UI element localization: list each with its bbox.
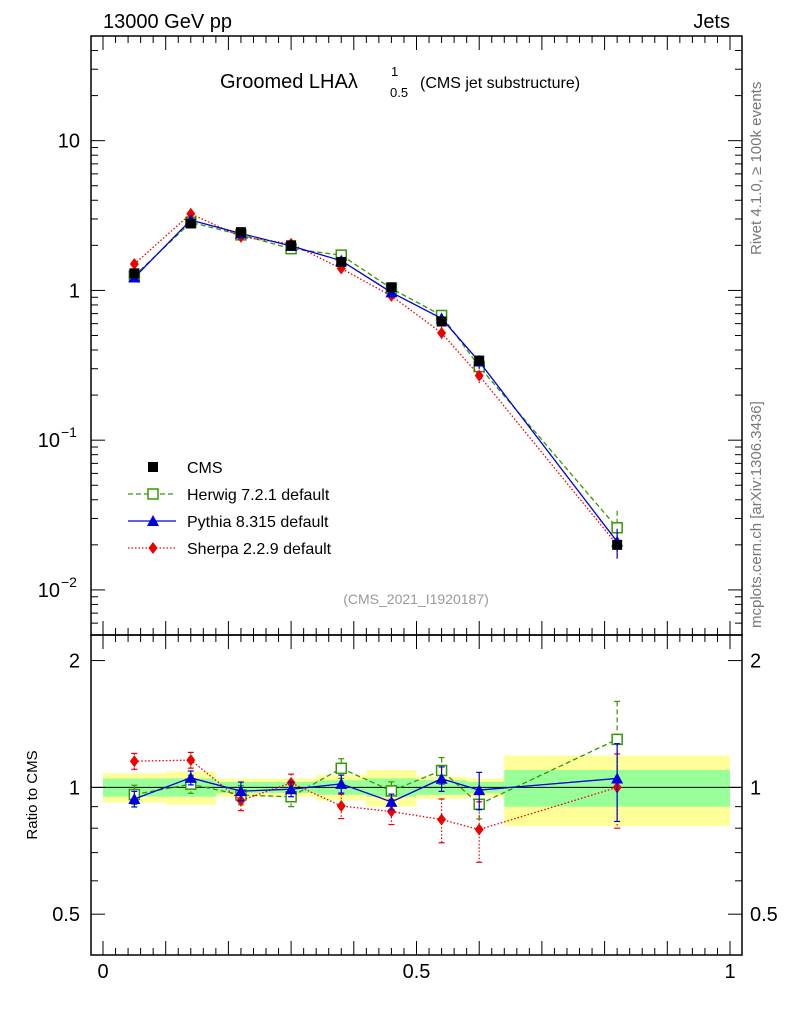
main-y-tick-label: 10 xyxy=(38,430,60,452)
main-y-tick-exponent: −1 xyxy=(61,424,77,440)
legend: CMS Herwig 7.2.1 default Pythia 8.315 defa… xyxy=(128,460,332,558)
ratio-point-herwig xyxy=(611,733,623,746)
main-point-cms xyxy=(386,282,397,293)
title-main: Groomed LHA xyxy=(220,71,348,93)
header-right: Jets xyxy=(693,11,730,33)
legend-marker-pythia xyxy=(147,515,159,526)
title-sup: 1 xyxy=(391,64,398,79)
ratio-y-tick-label-left: 1 xyxy=(69,777,80,799)
ratio-point-sherpa xyxy=(386,805,396,818)
x-tick-label: 1 xyxy=(724,961,735,983)
ratio-point-sherpa xyxy=(186,754,196,767)
ratio-point-pythia xyxy=(385,795,398,807)
ratio-point-pythia xyxy=(435,772,448,784)
title-lambda: λ xyxy=(348,71,358,93)
rivet-label: Rivet 4.1.0, ≥ 100k events xyxy=(748,82,765,255)
ratio-y-tick-label-left: 2 xyxy=(69,651,80,673)
ratio-point-sherpa xyxy=(437,813,447,826)
legend-label-cms: CMS xyxy=(187,460,223,477)
ratio-axes: 0.5 0.5 1 1 2 2 0 0.5 1 xyxy=(52,651,778,983)
header-left: 13000 GeV pp xyxy=(103,11,232,33)
legend-marker-herwig xyxy=(147,488,159,500)
legend-marker-cms xyxy=(148,462,158,472)
main-y-tick-label: 1 xyxy=(69,280,80,302)
main-point-cms xyxy=(235,227,246,238)
main-point-cms xyxy=(474,355,485,366)
main-point-sherpa xyxy=(437,326,447,339)
ratio-point-pythia xyxy=(335,777,348,789)
main-point-sherpa xyxy=(474,369,484,382)
main-point-cms xyxy=(185,218,196,229)
ratio-point-pythia xyxy=(285,783,298,795)
ratio-point-pythia xyxy=(473,784,486,796)
ratio-point-pythia xyxy=(184,771,197,783)
main-line-herwig xyxy=(133,221,618,529)
ratio-point-sherpa xyxy=(474,823,484,836)
x-tick-label: 0 xyxy=(97,961,108,983)
ratio-line-sherpa xyxy=(134,759,618,831)
main-point-cms xyxy=(612,539,623,550)
main-point-cms xyxy=(436,316,447,327)
ratio-point-herwig xyxy=(335,762,348,775)
legend-label-herwig: Herwig 7.2.1 default xyxy=(187,487,330,504)
mcplots-label: mcplots.cern.ch [arXiv:1306.3436] xyxy=(748,401,765,628)
ratio-ylabel: Ratio to CMS xyxy=(24,750,41,839)
main-point-sherpa xyxy=(129,258,139,271)
legend-marker-sherpa xyxy=(148,542,158,554)
main-y-tick-label: 10 xyxy=(38,580,60,602)
analysis-id: (CMS_2021_I1920187) xyxy=(343,591,489,607)
main-series xyxy=(128,207,624,560)
legend-label-sherpa: Sherpa 2.2.9 default xyxy=(187,541,332,558)
main-y-tick-label: 10 xyxy=(58,131,80,153)
ratio-point-pythia xyxy=(128,792,141,804)
main-point-sherpa xyxy=(186,207,196,220)
main-point-cms xyxy=(286,240,297,251)
ratio-point-pythia xyxy=(234,785,247,797)
main-point-cms xyxy=(336,256,347,267)
ratio-y-tick-label-right: 0.5 xyxy=(750,904,778,926)
ratio-y-tick-label-right: 2 xyxy=(750,651,761,673)
legend-label-pythia: Pythia 8.315 default xyxy=(187,514,329,531)
title-sub: 0.5 xyxy=(390,85,408,100)
ratio-y-tick-label-left: 0.5 xyxy=(52,904,80,926)
ratio-point-sherpa xyxy=(336,799,346,812)
main-y-tick-exponent: −2 xyxy=(61,574,77,590)
ratio-point-sherpa xyxy=(129,755,139,768)
svg-text:Groomed LHAλ: Groomed LHAλ xyxy=(220,71,358,93)
ratio-y-tick-label-right: 1 xyxy=(750,777,761,799)
ratio-point-pythia xyxy=(611,772,624,784)
x-tick-label: 0.5 xyxy=(403,961,431,983)
ratio-series xyxy=(128,700,624,863)
title-subtitle: (CMS jet substructure) xyxy=(420,75,580,92)
main-point-cms xyxy=(129,268,140,279)
plot-title: Groomed LHAλ 1 0.5 (CMS jet substructure… xyxy=(220,64,580,100)
